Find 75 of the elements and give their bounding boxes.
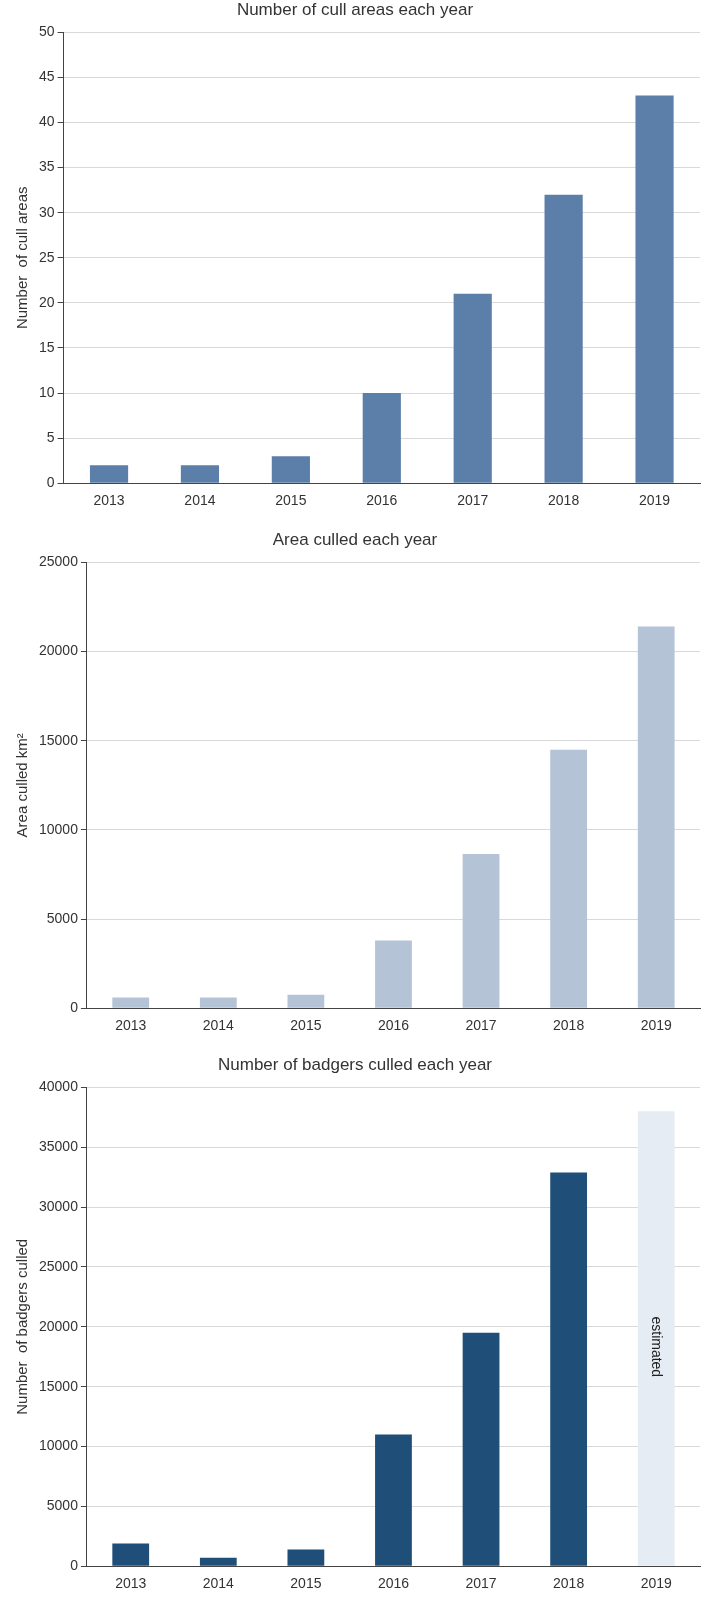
bar: [453, 293, 492, 483]
y-tick-label: 20000: [38, 642, 79, 659]
y-axis-title: Number of badgers culled: [13, 1238, 31, 1415]
bar: [271, 456, 310, 483]
y-tick-label: 25000: [38, 553, 79, 570]
y-axis-title: Number of cull areas: [13, 186, 31, 330]
bar: [637, 626, 675, 1008]
y-tick-label: 5000: [46, 1497, 79, 1514]
bar: [635, 95, 674, 483]
y-axis-title: Area culled km²: [13, 733, 31, 838]
x-tick-label: 2016: [377, 1017, 410, 1034]
bar: [375, 1434, 412, 1566]
x-tick-label: 2014: [184, 492, 216, 509]
bar: [287, 1549, 325, 1566]
y-tick-label: 20: [38, 293, 55, 310]
y-tick-label: 15000: [38, 1377, 79, 1394]
chart-title: Area culled each year: [272, 529, 438, 549]
y-tick-label: 15: [38, 338, 55, 355]
bar: [362, 393, 401, 483]
x-tick-label: 2017: [457, 492, 489, 509]
bar: [287, 994, 325, 1008]
bar: [199, 1557, 237, 1566]
x-tick-label: 2015: [290, 1575, 322, 1592]
y-tick-label: 15000: [38, 731, 79, 748]
y-tick-label: 0: [70, 999, 79, 1016]
y-tick-label: 50: [38, 23, 55, 40]
y-tick-label: 30: [38, 203, 55, 220]
x-tick-label: 2014: [202, 1017, 235, 1034]
y-tick-label: 5: [46, 428, 55, 445]
bar: [375, 940, 412, 1008]
y-tick-label: 0: [46, 474, 55, 491]
y-tick-label: 40: [38, 113, 55, 130]
x-tick-label: 2014: [202, 1575, 235, 1592]
x-tick-label: 2019: [638, 492, 671, 509]
x-tick-label: 2018: [553, 1575, 585, 1592]
bar: [550, 1172, 588, 1566]
annotation: estimated: [649, 1316, 666, 1378]
y-tick-label: 5000: [46, 909, 79, 926]
bar: [112, 1543, 150, 1566]
x-tick-label: 2018: [548, 492, 580, 509]
y-tick-label: 30000: [38, 1197, 79, 1214]
y-tick-label: 0: [70, 1557, 79, 1574]
y-tick-label: 10: [38, 383, 55, 400]
x-tick-label: 2016: [366, 492, 398, 509]
x-tick-label: 2013: [93, 492, 125, 509]
chart-title: Number of cull areas each year: [236, 0, 474, 19]
x-tick-label: 2013: [115, 1575, 147, 1592]
bar: [199, 997, 237, 1008]
y-tick-label: 20000: [38, 1317, 79, 1334]
x-tick-label: 2016: [377, 1575, 410, 1592]
bar: [462, 853, 500, 1008]
y-tick-label: 25: [38, 248, 55, 265]
y-tick-label: 10000: [38, 820, 79, 837]
x-tick-label: 2013: [115, 1017, 147, 1034]
x-tick-label: 2019: [640, 1017, 672, 1034]
y-tick-label: 45: [38, 68, 55, 85]
x-tick-label: 2017: [465, 1575, 497, 1592]
x-tick-label: 2015: [275, 492, 307, 509]
bar: [544, 194, 583, 483]
y-tick-label: 10000: [38, 1437, 79, 1454]
y-tick-label: 25000: [38, 1257, 79, 1274]
bar: [550, 749, 588, 1008]
y-tick-label: 35: [38, 158, 55, 175]
bar: [112, 997, 150, 1008]
x-tick-label: 2019: [640, 1575, 672, 1592]
x-tick-label: 2017: [465, 1017, 497, 1034]
chart-title: Number of badgers culled each year: [217, 1054, 493, 1074]
bar: [180, 465, 220, 483]
bar: [89, 465, 129, 483]
y-tick-label: 40000: [38, 1078, 79, 1095]
bar: [462, 1332, 500, 1566]
bar: [637, 1111, 675, 1566]
x-tick-label: 2018: [553, 1017, 585, 1034]
y-tick-label: 35000: [38, 1138, 79, 1155]
x-tick-label: 2015: [290, 1017, 322, 1034]
